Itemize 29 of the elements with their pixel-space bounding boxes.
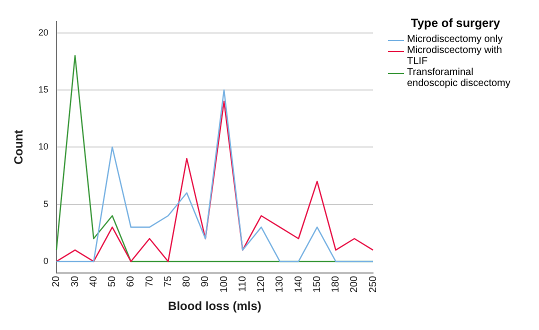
legend-title: Type of surgery — [410, 16, 502, 30]
x-tick-label: 75 — [162, 275, 174, 288]
legend-label: Transforaminal endoscopic discectomy — [407, 67, 512, 89]
x-tick-label: 40 — [88, 275, 100, 288]
x-tick-label: 110 — [237, 275, 248, 292]
legend-label: Microdiscectomy with TLIF — [407, 45, 504, 67]
y-tick-label: 10 — [38, 142, 48, 152]
x-tick-label: 20 — [51, 275, 62, 288]
x-tick-label: 30 — [70, 275, 81, 288]
x-tick-label: 130 — [274, 275, 286, 293]
x-tick-label: 100 — [218, 275, 230, 293]
y-axis-title: Count — [12, 130, 26, 164]
y-tick-label: 20 — [38, 27, 48, 38]
x-tick-label: 60 — [126, 275, 137, 288]
x-tick-label: 50 — [107, 275, 118, 288]
y-tick-label: 0 — [43, 256, 48, 266]
x-tick-label: 140 — [293, 275, 304, 293]
y-tick-label: 15 — [38, 84, 48, 94]
x-tick-label: 80 — [182, 275, 193, 288]
legend-label: Microdiscectomy only — [407, 34, 503, 45]
x-axis-title: Blood loss (mls) — [168, 299, 262, 314]
x-tick-label: 250 — [368, 275, 379, 293]
x-tick-label: 70 — [144, 275, 156, 288]
x-tick-label: 90 — [200, 275, 212, 288]
x-tick-label: 200 — [349, 275, 360, 293]
x-tick-label: 120 — [256, 275, 268, 293]
x-tick-label: 180 — [330, 275, 342, 293]
x-tick-label: 150 — [312, 275, 323, 293]
y-tick-label: 5 — [43, 198, 48, 209]
